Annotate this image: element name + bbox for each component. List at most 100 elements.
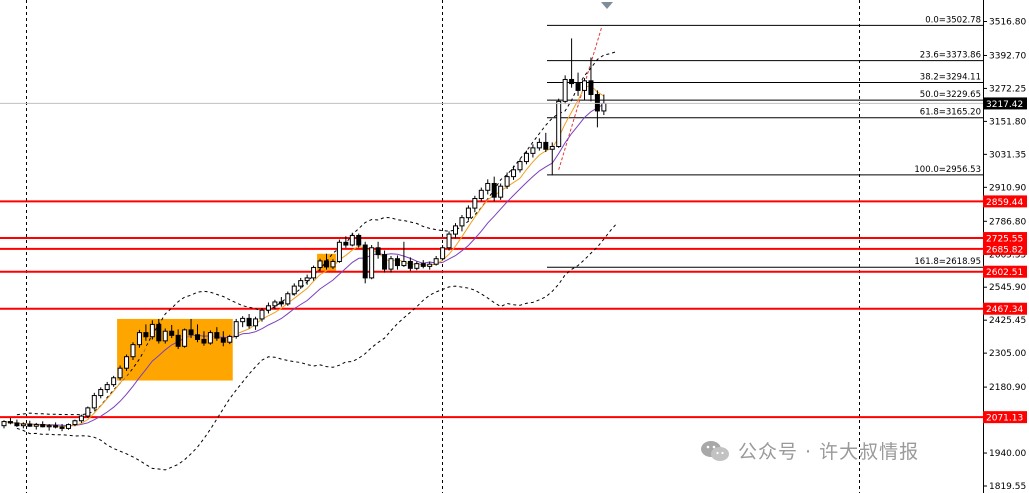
candle-body xyxy=(162,330,168,342)
candle-body xyxy=(523,152,529,163)
candle-body xyxy=(143,332,149,338)
candle-body xyxy=(53,425,59,428)
candle-body xyxy=(33,424,39,427)
consolidation-box xyxy=(117,318,233,381)
candle-body xyxy=(169,330,175,336)
candle-body xyxy=(246,317,252,327)
candle-body xyxy=(601,102,607,112)
candle-body xyxy=(478,189,484,200)
candle-body xyxy=(594,94,600,112)
candle-body xyxy=(124,356,130,369)
candle-body xyxy=(498,185,504,198)
candle-body xyxy=(78,415,84,422)
candle-body xyxy=(272,301,278,307)
candle-body xyxy=(72,420,78,426)
moving-average-yellow xyxy=(3,85,605,427)
level-tag-label: 2071.13 xyxy=(986,414,1023,424)
candle-body xyxy=(46,425,52,428)
candle-body xyxy=(330,260,336,268)
candle-body xyxy=(324,260,329,268)
candles xyxy=(1,38,607,432)
candle-body xyxy=(259,309,265,320)
candle-body xyxy=(369,247,375,279)
candle-body xyxy=(91,395,97,409)
candle-body xyxy=(7,421,13,424)
fib-label: 38.2=3294.11 xyxy=(920,72,981,82)
axis-tick-label: 3272.25 xyxy=(989,84,1026,94)
candle-body xyxy=(569,78,575,85)
axis-tick-label: 1940.00 xyxy=(989,449,1026,459)
level-tag-label: 2467.34 xyxy=(986,305,1023,315)
candle-body xyxy=(285,293,291,305)
candle-body xyxy=(175,334,181,347)
axis-tick-label: 1819.55 xyxy=(989,482,1026,492)
candle-body xyxy=(111,377,117,386)
axis-tick-label: 3151.80 xyxy=(989,117,1026,127)
level-tag-label: 2685.82 xyxy=(986,245,1023,255)
candle-body xyxy=(40,424,46,428)
candle-body xyxy=(227,335,233,343)
candle-body xyxy=(149,323,155,338)
level-tag-label: 2859.44 xyxy=(986,198,1023,208)
candle-body xyxy=(66,424,71,429)
level-tag xyxy=(983,411,1027,424)
candle-body xyxy=(220,337,226,343)
fib-trend-line xyxy=(558,25,603,170)
candle-body xyxy=(543,141,549,150)
candle-body xyxy=(382,254,388,270)
candle-body xyxy=(98,389,104,397)
moving-average-purple xyxy=(3,103,605,427)
candle-body xyxy=(504,176,510,187)
candle-body xyxy=(59,426,65,429)
level-tag xyxy=(983,242,1027,255)
candle-body xyxy=(117,367,123,379)
axis-tick-label: 2786.80 xyxy=(989,217,1026,227)
level-tag xyxy=(983,302,1027,315)
level-tag xyxy=(983,195,1027,208)
axis-tick-label: 2305.00 xyxy=(989,349,1026,359)
candle-body xyxy=(214,332,220,339)
candle-body xyxy=(459,217,465,227)
candle-body xyxy=(465,207,471,219)
candle-body xyxy=(265,305,271,311)
candle-body xyxy=(27,423,33,427)
candle-body xyxy=(401,260,407,267)
level-tag xyxy=(983,232,1027,245)
axis-tick-label: 3516.80 xyxy=(989,18,1026,28)
axis-tick-label: 2665.35 xyxy=(989,251,1026,261)
current-price-label: 3217.42 xyxy=(986,100,1023,110)
level-tag-label: 2602.51 xyxy=(986,268,1023,278)
scroll-marker-icon[interactable] xyxy=(601,2,613,9)
candle-body xyxy=(388,258,394,270)
fib-label: 161.8=2618.95 xyxy=(914,257,981,267)
boxes xyxy=(117,253,336,381)
candle-body xyxy=(536,141,542,149)
fib-label: 0.0=3502.78 xyxy=(925,15,981,25)
candle-body xyxy=(317,260,323,268)
candle-body xyxy=(278,301,284,305)
candle-body xyxy=(336,241,342,262)
indicators xyxy=(3,51,618,471)
candle-body xyxy=(104,384,110,391)
candle-body xyxy=(156,323,162,342)
candle-body xyxy=(472,198,478,209)
candle-body xyxy=(407,260,413,269)
fib-label: 61.8=3165.20 xyxy=(920,108,981,118)
candle-body xyxy=(588,80,594,96)
candle-body xyxy=(530,147,536,154)
axis-tick-label: 3392.70 xyxy=(989,51,1026,61)
wechat-icon xyxy=(701,440,729,461)
candle-body xyxy=(356,234,362,246)
price-axis: 3516.80 3392.70 3272.25 3151.80 3031.35 2910.… xyxy=(0,18,1027,492)
candle-body xyxy=(85,407,91,417)
bollinger-upper xyxy=(16,51,617,416)
candle-body xyxy=(414,263,420,269)
watermark: 公众号 · 许大叔情报 xyxy=(700,437,919,464)
candle-body xyxy=(440,247,446,260)
candle-body xyxy=(453,225,458,235)
axis-tick-label: 3031.35 xyxy=(989,150,1026,160)
candle-body xyxy=(136,332,142,346)
candle-body xyxy=(207,332,213,344)
fib-label: 50.0=3229.65 xyxy=(920,90,981,100)
